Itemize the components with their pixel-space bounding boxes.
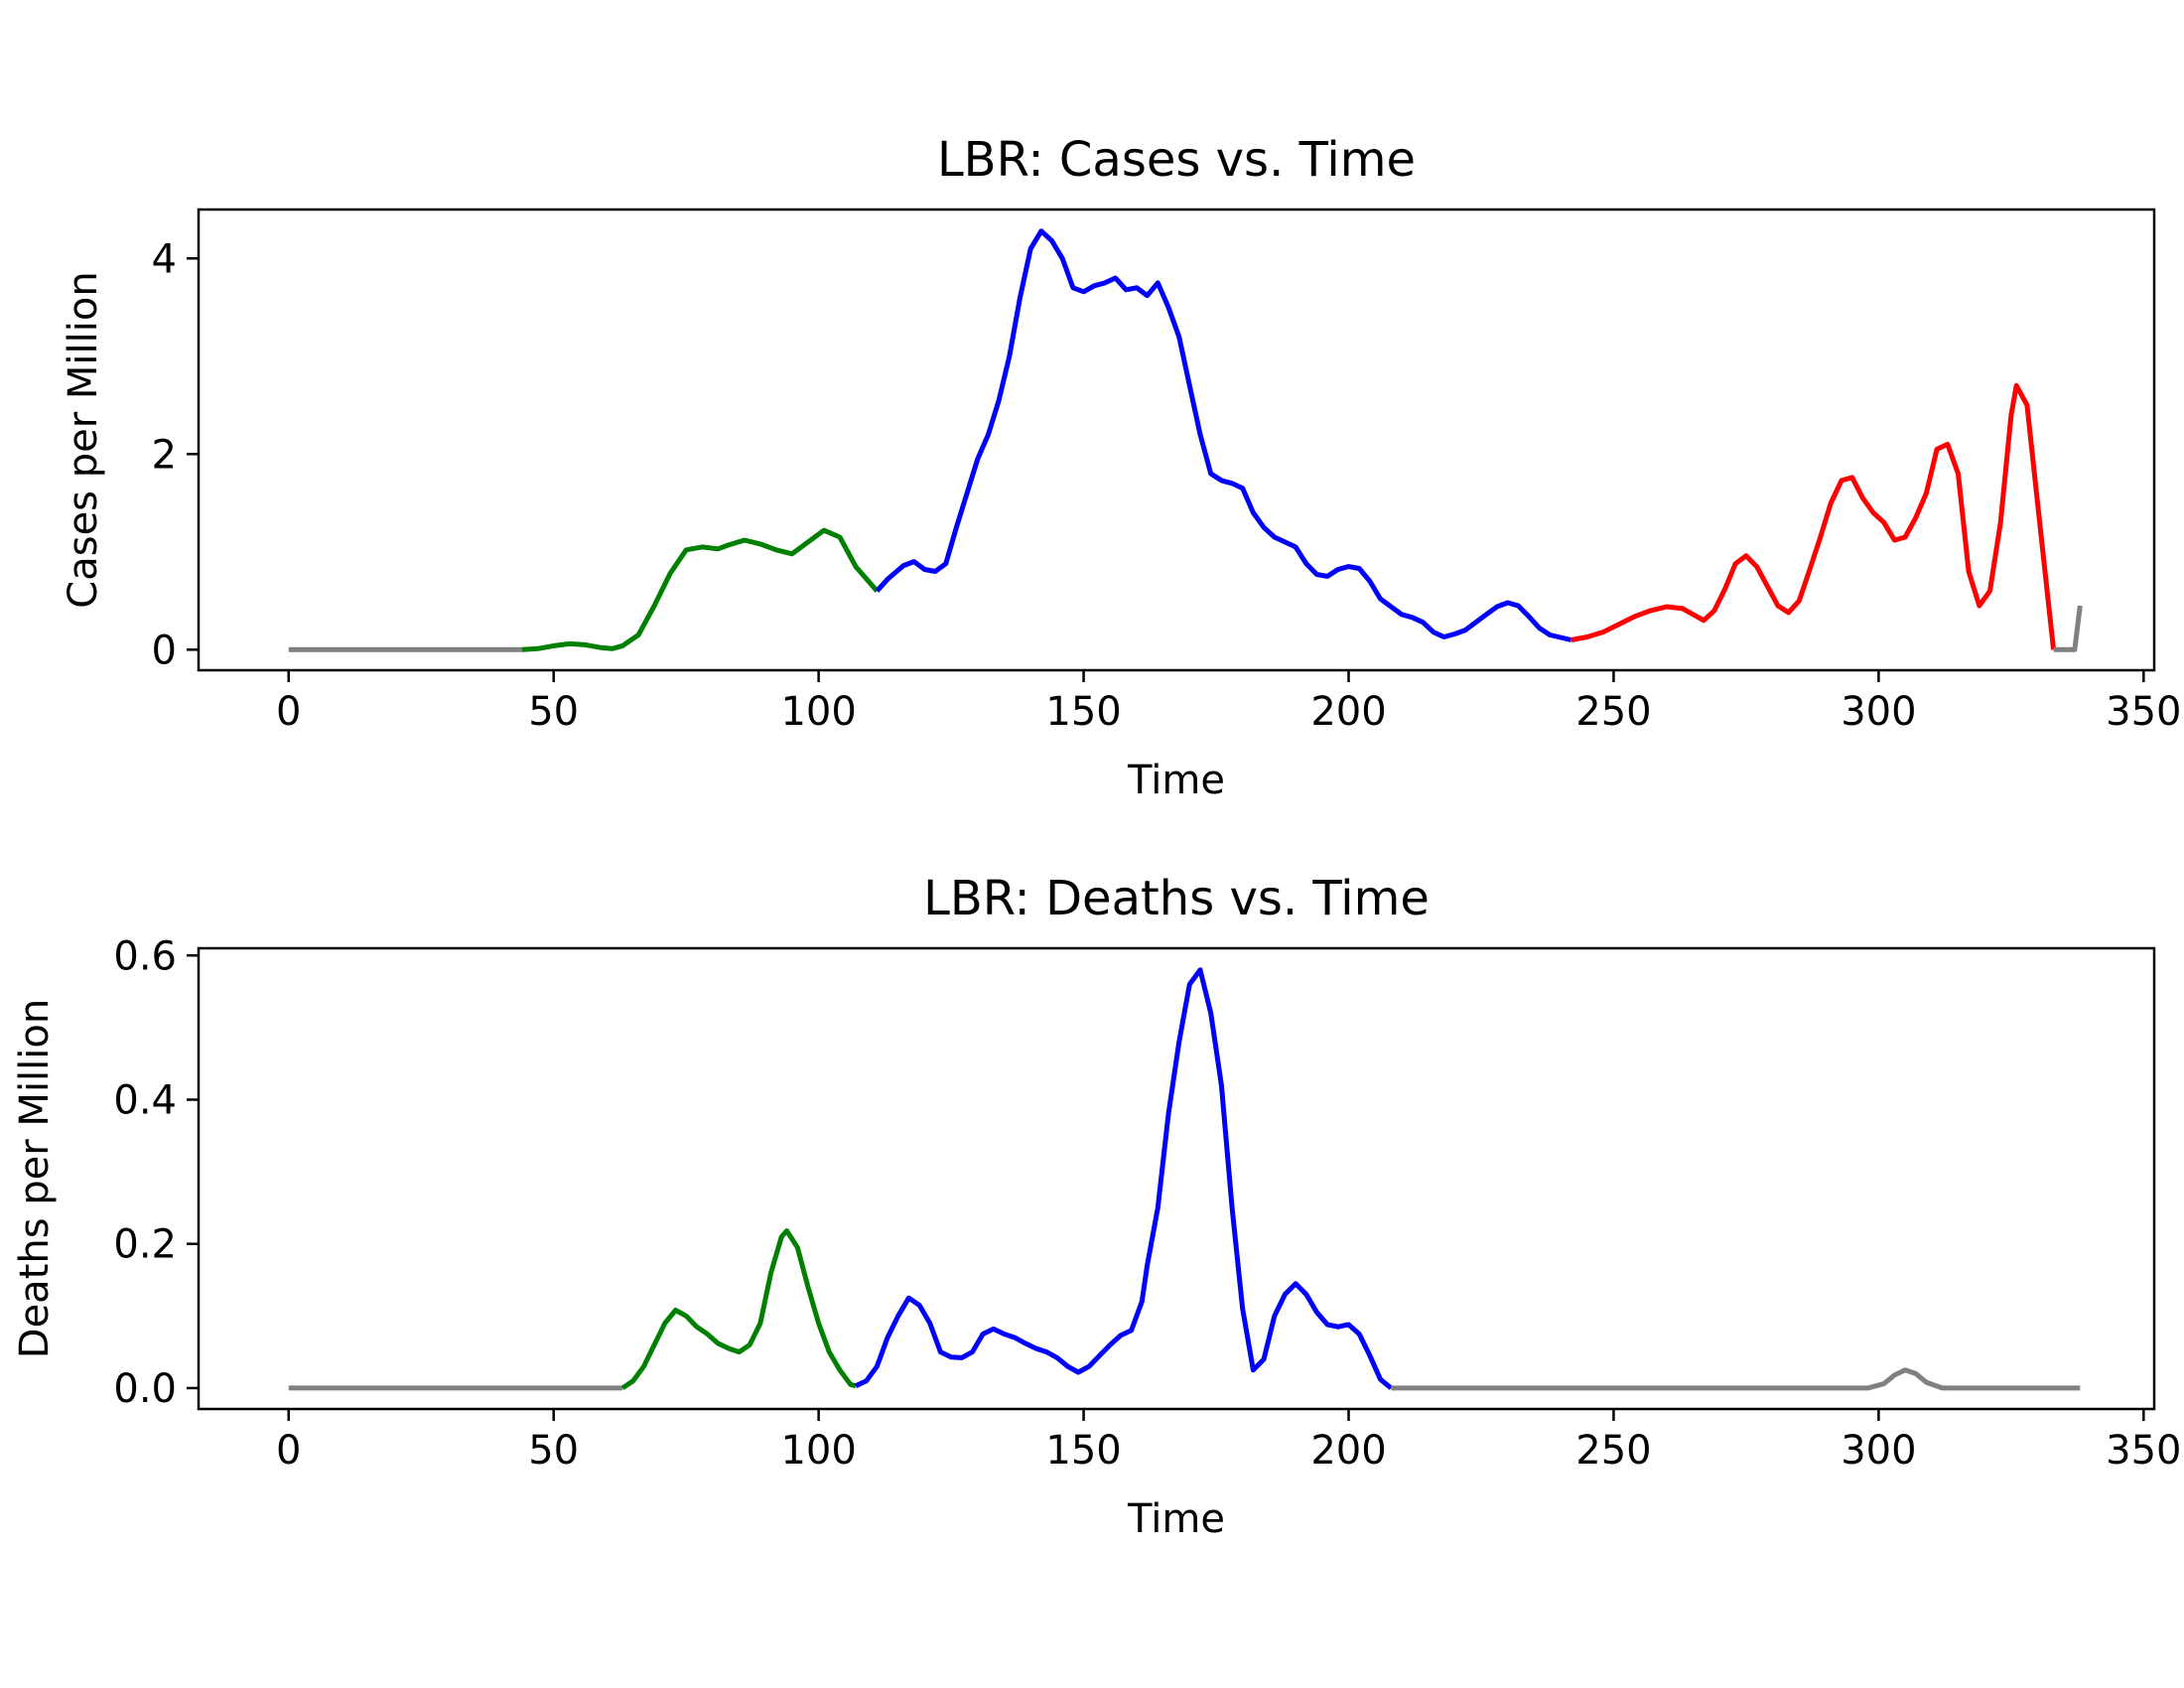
chart-0-y-axis-label: Cases per Million	[61, 271, 106, 608]
chart-1-x-tick-label: 100	[780, 1428, 856, 1474]
chart-0-x-tick-label: 250	[1575, 689, 1651, 735]
chart-0-title: LBR: Cases vs. Time	[937, 132, 1416, 188]
chart-1-y-tick-label: 0.4	[113, 1077, 177, 1123]
chart-0-y-tick-label: 4	[152, 236, 177, 282]
chart-1-series-line-2	[854, 967, 1393, 1390]
chart-1-series-line-3	[1391, 1367, 2081, 1391]
chart-0-series-line-1	[521, 527, 880, 652]
chart-1-y-tick-label: 0.6	[113, 933, 177, 979]
deaths-panel: 0 50 100 150 200 250 300 350 0.0 0.2 0.4 0.6 LBR: De…	[12, 871, 2182, 1542]
chart-1-x-tick-label: 350	[2106, 1428, 2181, 1474]
chart-0-series-line-3	[1570, 382, 2057, 650]
chart-1-y-axis-label: Deaths per Million	[12, 999, 58, 1358]
chart-0-x-tick-label: 350	[2106, 689, 2181, 735]
chart-0-x-tick-label: 300	[1841, 689, 1916, 735]
chart-0-x-axis-label: Time	[1127, 758, 1225, 803]
chart-0-x-tick-label: 50	[528, 689, 579, 735]
chart-0-x-tick-label: 100	[780, 689, 856, 735]
chart-1-series-line-1	[620, 1228, 857, 1390]
chart-1-x-tick-label: 300	[1841, 1428, 1916, 1474]
chart-0-series-line-4	[2053, 605, 2083, 652]
chart-0-x-tick-label: 150	[1045, 689, 1121, 735]
chart-1-title: LBR: Deaths vs. Time	[923, 871, 1430, 926]
chart-1-y-tick-label: 0.0	[113, 1366, 177, 1412]
chart-1-x-tick-label: 0	[276, 1428, 301, 1474]
cases-panel: 0 50 100 150 200 250 300 350 0 2 4 LBR: Cases vs. T…	[61, 132, 2182, 803]
chart-0-x-tick-label: 200	[1310, 689, 1386, 735]
chart-1-y-tick-label: 0.2	[113, 1222, 177, 1268]
chart-0-y-tick-label: 0	[152, 628, 177, 673]
chart-0-axes-frame	[197, 208, 2156, 672]
chart-0-x-tick-label: 0	[276, 689, 301, 735]
chart-0-series-line-2	[875, 228, 1572, 642]
chart-1-axes-frame	[197, 946, 2156, 1411]
chart-1-x-tick-label: 200	[1310, 1428, 1386, 1474]
chart-1-x-tick-label: 150	[1045, 1428, 1121, 1474]
chart-1-x-tick-label: 250	[1575, 1428, 1651, 1474]
chart-1-x-tick-label: 50	[528, 1428, 579, 1474]
chart-0-y-tick-label: 2	[152, 432, 177, 478]
chart-1-x-axis-label: Time	[1127, 1496, 1225, 1542]
